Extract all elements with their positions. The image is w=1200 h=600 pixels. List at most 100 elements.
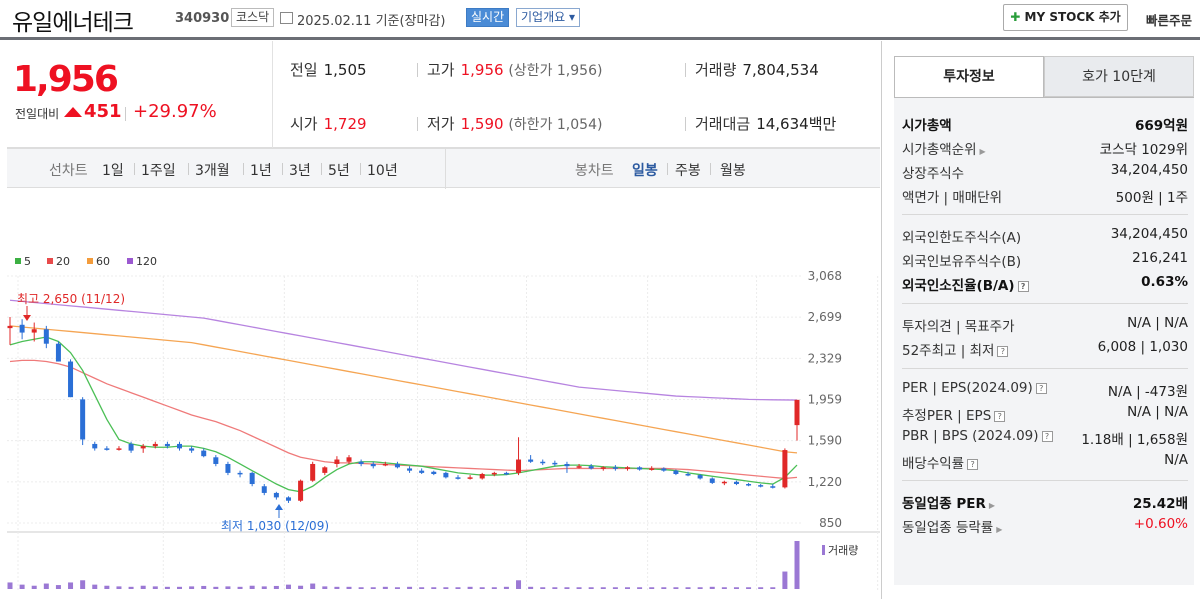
help-icon[interactable]: ? <box>994 411 1006 422</box>
realtime-button[interactable]: 실시간 <box>466 8 510 27</box>
volume-bar <box>576 587 582 589</box>
candle-body <box>649 468 655 470</box>
y-tick-label: 2,699 <box>808 310 842 324</box>
period-tab-3m[interactable]: 3개월 <box>195 163 230 179</box>
prev-close: 전일 1,505 <box>290 61 367 79</box>
candle-body <box>43 329 49 344</box>
candle-body <box>92 443 98 449</box>
candle-body <box>237 472 243 475</box>
stock-name: 유일에너테크 <box>12 10 134 36</box>
volume-bar <box>612 587 618 589</box>
info-key: 투자의견 | 목표주가 <box>902 319 1015 335</box>
candle-body <box>31 329 37 333</box>
info-value: N/A | -473원 <box>1107 384 1188 400</box>
candle-body <box>407 468 413 471</box>
help-icon[interactable]: ? <box>997 346 1009 357</box>
info-key: 52주최고 | 최저? <box>902 339 1009 359</box>
candle-body <box>431 471 437 475</box>
candle-body <box>612 467 618 469</box>
help-icon[interactable]: ? <box>1035 383 1047 394</box>
change-value: 451 <box>64 101 122 122</box>
candle-body <box>249 472 255 485</box>
volume-bar <box>758 587 764 589</box>
tab-orderbook[interactable]: 호가 10단계 <box>1044 56 1194 97</box>
candle-body <box>346 457 352 462</box>
market-badge: 코스닥 <box>231 8 275 27</box>
help-icon[interactable]: ? <box>1041 431 1053 442</box>
mystock-add-button[interactable]: ✚ MY STOCK 추가 <box>1003 4 1128 31</box>
volume-bar <box>19 584 25 589</box>
volume-legend-swatch <box>822 545 825 555</box>
candle-body <box>503 472 509 475</box>
volume-label: 거래량 <box>828 544 858 557</box>
candle-body <box>600 467 606 469</box>
info-row: 추정PER | EPS? N/A | N/A <box>902 404 1188 426</box>
price-box: 1,956 전일대비 451 +29.97% 전일 1,505 고가 1,956 (… <box>7 41 880 148</box>
candle-body <box>55 343 61 362</box>
volume-bar <box>624 587 630 589</box>
candle-tab-weekly[interactable]: 주봉 <box>675 163 701 179</box>
info-row: 투자의견 | 목표주가 N/A | N/A <box>902 315 1188 337</box>
volume-bar <box>479 587 485 589</box>
period-tab-1d[interactable]: 1일 <box>102 163 124 179</box>
legend-swatch <box>47 258 53 264</box>
y-tick-label: 1,590 <box>808 434 842 448</box>
volume-bar <box>261 586 267 589</box>
help-icon[interactable]: ? <box>1017 281 1029 292</box>
chevron-right-icon[interactable]: ▶ <box>979 147 986 156</box>
company-info-button[interactable]: 기업개요 ▾ <box>516 8 581 27</box>
volume-bar <box>733 587 739 589</box>
tab-invest-info[interactable]: 투자정보 <box>894 56 1044 97</box>
chevron-right-icon[interactable]: ▶ <box>988 501 996 510</box>
volume-bar <box>746 587 752 589</box>
candle-body <box>189 448 195 451</box>
period-tab-1y[interactable]: 1년 <box>250 163 272 179</box>
volume-bar <box>588 587 594 589</box>
volume-bar <box>177 586 183 589</box>
period-tab-5y[interactable]: 5년 <box>328 163 350 179</box>
info-row: 상장주식수 34,204,450 <box>902 162 1188 184</box>
candle-tab-daily[interactable]: 일봉 <box>632 163 658 179</box>
info-key: 동일업종 등락률 ▶ <box>902 520 1003 536</box>
candle-body <box>225 463 231 473</box>
invest-panel: 투자정보 호가 10단계 시가총액 669억원 시가총액순위 ▶ 코스닥 1029위 상장… <box>881 41 1200 599</box>
ma120-line <box>9 299 798 401</box>
help-icon[interactable]: ? <box>967 459 979 470</box>
info-value: 1.18배 | 1,658원 <box>1081 432 1188 448</box>
period-tab-1w[interactable]: 1주일 <box>141 163 176 179</box>
candle-body <box>721 481 727 484</box>
legend-label: 120 <box>136 255 157 268</box>
info-value: 0.63% <box>1141 274 1188 290</box>
period-tab-10y[interactable]: 10년 <box>367 163 398 179</box>
volume-bar <box>552 587 558 589</box>
chevron-right-icon[interactable]: ▶ <box>996 525 1003 534</box>
candle-body <box>394 463 400 468</box>
info-row: 동일업종 등락률 ▶ +0.60% <box>902 516 1188 538</box>
candle-body <box>467 477 473 479</box>
candle-body <box>770 486 776 488</box>
volume-bar <box>249 585 255 589</box>
info-row: 액면가 | 매매단위 500원 | 1주 <box>902 186 1188 208</box>
candle-body <box>419 470 425 473</box>
candle-tab-monthly[interactable]: 월봉 <box>720 163 746 179</box>
volume-bar <box>189 586 195 589</box>
candle-body <box>261 486 267 493</box>
candle-body <box>479 474 485 479</box>
candle-body <box>443 472 449 478</box>
candle-body <box>516 459 522 473</box>
plus-icon: ✚ <box>1010 10 1021 24</box>
quick-order-link[interactable]: 빠른주문 <box>1146 13 1193 28</box>
candle-body <box>80 399 86 440</box>
info-row: 52주최고 | 최저? 6,008 | 1,030 <box>902 339 1188 361</box>
volume-bar <box>637 587 643 589</box>
volume-bar <box>310 583 316 589</box>
info-key: 외국인보유주식수(B) <box>902 254 1022 270</box>
volume-bar <box>661 587 667 589</box>
candle-body <box>370 463 376 467</box>
change-percent: +29.97% <box>133 101 217 122</box>
candle-body <box>322 467 328 473</box>
period-tab-3y[interactable]: 3년 <box>289 163 311 179</box>
volume-bar <box>31 585 37 589</box>
info-key: 추정PER | EPS? <box>902 404 1006 424</box>
candle-body <box>334 459 340 464</box>
